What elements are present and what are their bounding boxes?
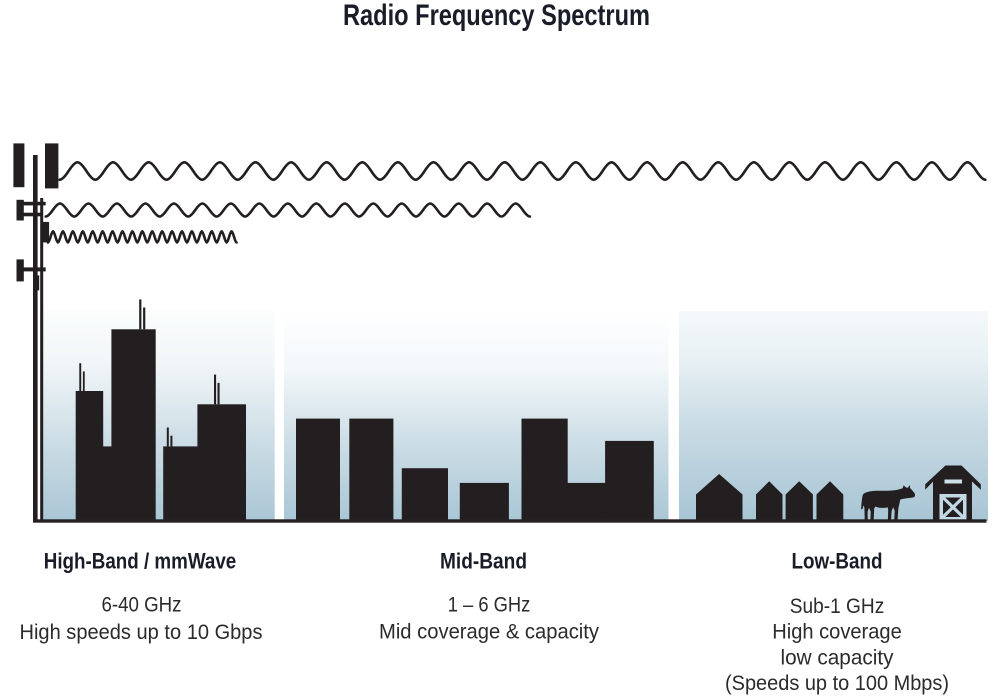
svg-text:1 – 6 GHz: 1 – 6 GHz — [448, 594, 531, 617]
svg-text:Mid coverage & capacity: Mid coverage & capacity — [379, 621, 599, 644]
svg-text:Low-Band: Low-Band — [792, 549, 883, 574]
svg-text:low capacity: low capacity — [781, 647, 894, 670]
svg-text:Mid-Band: Mid-Band — [440, 549, 527, 574]
svg-text:Radio Frequency Spectrum: Radio Frequency Spectrum — [343, 0, 650, 32]
svg-text:Sub-1 GHz: Sub-1 GHz — [790, 595, 885, 618]
svg-text:High-Band / mmWave: High-Band / mmWave — [44, 549, 237, 574]
svg-text:(Speeds up to 100 Mbps): (Speeds up to 100 Mbps) — [725, 672, 949, 695]
svg-text:High coverage: High coverage — [772, 621, 902, 644]
svg-text:6-40 GHz: 6-40 GHz — [102, 594, 182, 617]
svg-text:High speeds up to 10 Gbps: High speeds up to 10 Gbps — [20, 621, 263, 644]
